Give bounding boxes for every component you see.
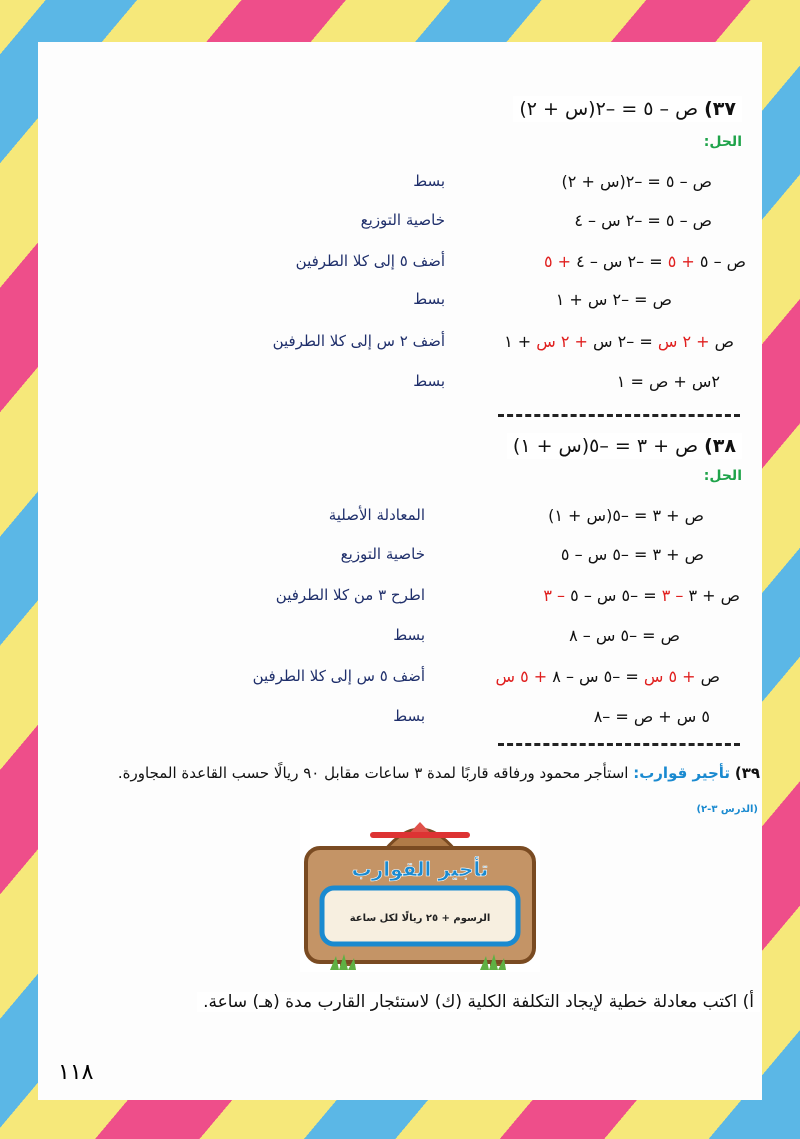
problem-heading: ٣٧) ص – ٥ = –٢(س + ٢) [513, 96, 742, 122]
equation-term: ص + ٣ [683, 586, 740, 605]
problem-title: تأجير قوارب: [633, 764, 731, 782]
equation-term: ص [709, 332, 734, 351]
solution-step-note: المعادلة الأصلية [328, 506, 425, 524]
solution-step-equation: ص = –٥ س – ٨ [569, 626, 680, 645]
equation-term: ص = –٥ س – ٨ [569, 626, 680, 645]
solution-step-note: بسط [393, 707, 425, 725]
solution-label: الحل: [703, 134, 742, 150]
solution-step-equation: ص + ٣ = –٥(س + ١) [548, 506, 704, 525]
highlighted-term: + ٥ [543, 252, 572, 271]
equation-term: = –٢ س – ٤ [571, 252, 668, 271]
equation-term: ص – ٥ = –٢(س + ٢) [561, 172, 712, 191]
solution-step-equation: ص + ٢ س = –٢ س + ٢ س + ١ [504, 332, 734, 351]
solution-step-note: خاصية التوزيع [360, 211, 445, 229]
problem-text: استأجر محمود ورفاقه قاربًا لمدة ٣ ساعات … [117, 764, 629, 782]
highlighted-term: + ٥ س [643, 667, 696, 686]
problem-number: ٣٩) [734, 764, 760, 782]
problem-heading: ٣٨) ص + ٣ = –٥(س + ١) [506, 433, 742, 459]
equation-term: = –٢ س [587, 332, 658, 351]
problem-equation: ص – ٥ = –٢(س + ٢) [519, 98, 699, 120]
equation-term: ص + ٣ = –٥(س + ١) [548, 506, 704, 525]
equation-term: ص – ٥ [694, 252, 746, 271]
solution-step-equation: ص – ٥ + ٥ = –٢ س – ٤ + ٥ [544, 252, 746, 271]
highlighted-term: – ٣ [661, 586, 684, 605]
solution-step-note: بسط [413, 172, 445, 190]
page-number: ١١٨ [58, 1060, 94, 1085]
solution-step-note: أضف ٥ س إلى كلا الطرفين [252, 667, 425, 685]
solution-label: الحل: [703, 468, 742, 484]
highlighted-term: + ٥ [667, 252, 695, 271]
equation-term: ص [695, 667, 720, 686]
solution-step-note: بسط [413, 372, 445, 390]
separator [498, 414, 740, 417]
problem-39: ٣٩) تأجير قوارب: استأجر محمود ورفاقه قار… [118, 764, 760, 782]
solution-step-equation: ص – ٥ = –٢ س – ٤ [574, 211, 712, 230]
problem-equation: ص + ٣ = –٥(س + ١) [512, 435, 699, 457]
equation-term: ٥ س + ص = –٨ [593, 707, 710, 726]
lesson-reference: (الدرس ٣-٢) [696, 804, 758, 815]
problem-number: ٣٨) [704, 435, 736, 457]
equation-term: = –٥ س – ٨ [547, 667, 644, 686]
separator [498, 743, 740, 746]
sign-rule: الرسوم + ٢٥ ريالًا لكل ساعة [350, 910, 491, 924]
solution-step-equation: ٢س + ص = ١ [617, 372, 720, 391]
solution-step-note: بسط [393, 626, 425, 644]
solution-step-note: بسط [413, 290, 445, 308]
highlighted-term: – ٣ [543, 586, 566, 605]
sign-title: تأجير القوارب [352, 855, 489, 881]
solution-step-note: أضف ٢ س إلى كلا الطرفين [272, 332, 445, 350]
problem-number: ٣٧) [704, 98, 736, 120]
boat-rental-sign-image: تأجير القوارب الرسوم + ٢٥ ريالًا لكل ساع… [300, 810, 540, 972]
solution-step-equation: ٥ س + ص = –٨ [594, 707, 710, 726]
solution-step-equation: ص + ٣ = –٥ س – ٥ [561, 545, 704, 564]
equation-term: ٢س + ص = ١ [616, 372, 720, 391]
highlighted-term: + ٢ س [536, 332, 588, 351]
solution-step-equation: ص = –٢ س + ١ [556, 290, 672, 309]
solution-step-note: خاصية التوزيع [340, 545, 425, 563]
solution-step-note: أضف ٥ إلى كلا الطرفين [295, 252, 445, 270]
highlighted-term: + ٢ س [657, 332, 710, 351]
equation-term: = –٥ س – ٥ [565, 586, 662, 605]
equation-term: ص + ٣ = –٥ س – ٥ [560, 545, 704, 564]
equation-term: + ١ [504, 332, 537, 351]
question-a: أ) اكتب معادلة خطية لإيجاد التكلفة الكلي… [197, 992, 760, 1012]
solution-step-note: اطرح ٣ من كلا الطرفين [275, 586, 425, 604]
highlighted-term: + ٥ س [495, 667, 548, 686]
solution-step-equation: ص + ٣ – ٣ = –٥ س – ٥ – ٣ [543, 586, 740, 605]
solution-step-equation: ص – ٥ = –٢(س + ٢) [562, 172, 712, 191]
solution-step-equation: ص + ٥ س = –٥ س – ٨ + ٥ س [495, 667, 720, 686]
equation-term: ص = –٢ س + ١ [555, 290, 672, 309]
equation-term: ص – ٥ = –٢ س – ٤ [574, 211, 712, 230]
